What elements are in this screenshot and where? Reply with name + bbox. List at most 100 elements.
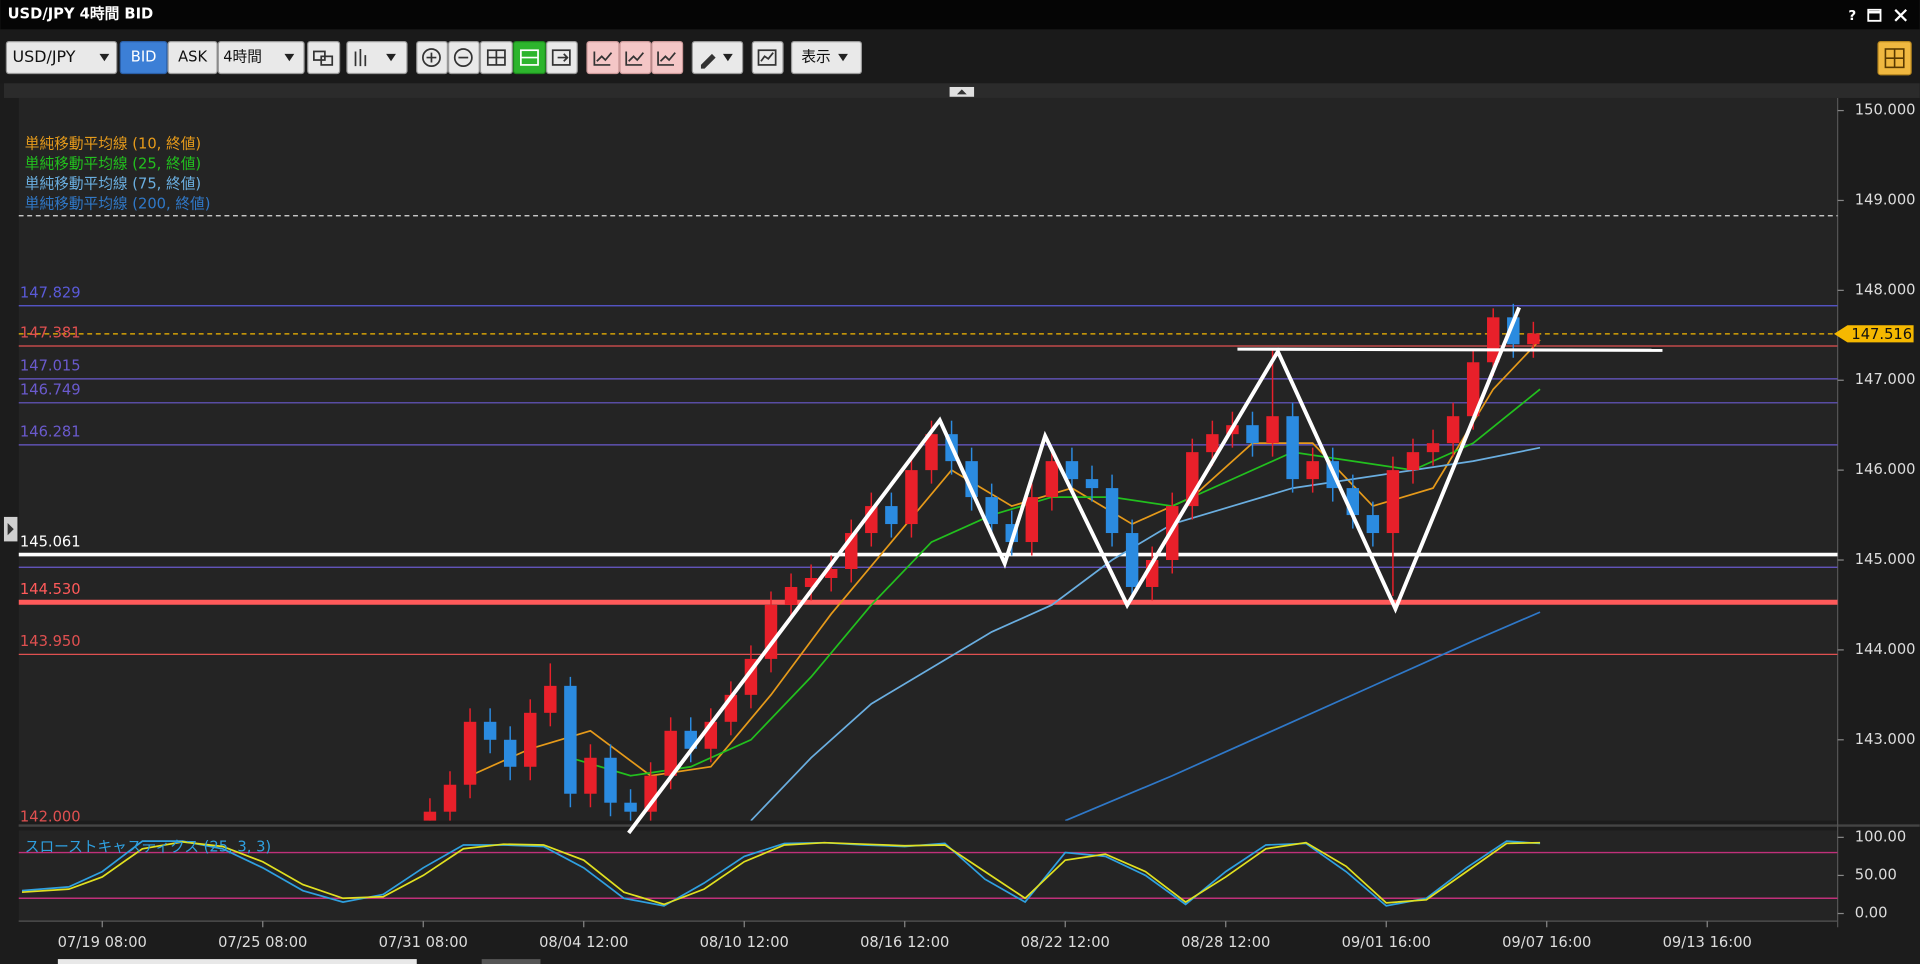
ask-label: ASK	[178, 49, 207, 66]
candle-body	[584, 757, 597, 794]
help-button[interactable]: ?	[1848, 8, 1856, 24]
export-button[interactable]	[545, 41, 578, 75]
link-button[interactable]	[307, 41, 341, 75]
oscillator-layer	[18, 840, 1838, 907]
candle-body	[1386, 470, 1400, 534]
level-label: 147.381	[20, 325, 81, 342]
candle-body	[463, 721, 477, 785]
display-label: 表示	[801, 49, 830, 66]
display-menu[interactable]: 表示	[790, 41, 863, 75]
draw-tool-button[interactable]	[691, 41, 744, 75]
x-tick-label: 07/25 08:00	[218, 934, 307, 951]
y-tick-label: 146.000	[1855, 461, 1916, 478]
moving-average-line	[1064, 611, 1541, 821]
maximize-button[interactable]	[1867, 8, 1882, 22]
y-tick-label: 149.000	[1855, 191, 1916, 208]
window-title: USD/JPY 4時間 BID	[8, 5, 154, 23]
oscillator-title: スローストキャスティクス (25, 3, 3)	[25, 839, 271, 856]
remove-indicator-button[interactable]	[651, 41, 684, 75]
level-label: 143.950	[20, 633, 81, 650]
timeframe-label: 4時間	[223, 49, 262, 66]
candle-body	[524, 712, 537, 767]
chart-type-button[interactable]	[346, 41, 408, 75]
candle-body	[544, 685, 557, 713]
x-tick-label: 09/07 16:00	[1502, 934, 1591, 951]
label-layer: 143.000 144.000 145.000 146.000 147.000 148.0…	[20, 102, 1916, 952]
y-tick-label: 144.000	[1855, 641, 1916, 658]
candle-body	[483, 721, 497, 740]
y-tick-label: 150.000	[1855, 102, 1916, 119]
candle-body	[1105, 488, 1119, 534]
oscillator-line	[21, 841, 1541, 906]
candle-body	[443, 784, 457, 812]
last-price-tag	[1833, 325, 1914, 343]
crosshair-button[interactable]	[479, 41, 513, 75]
y-tick-label: 143.000	[1855, 731, 1916, 748]
symbol-select[interactable]: USD/JPY	[5, 41, 118, 75]
add-indicator-button[interactable]	[586, 41, 620, 75]
candle-body	[1085, 479, 1099, 489]
x-tick-label: 07/31 08:00	[379, 934, 468, 951]
bid-label: BID	[131, 49, 157, 66]
bid-button[interactable]: BID	[119, 41, 168, 75]
candle-body	[564, 685, 577, 794]
candle-body	[1025, 497, 1039, 543]
candle-body	[1125, 533, 1139, 587]
candle-body	[1266, 416, 1279, 444]
collapse-button[interactable]	[949, 86, 975, 97]
legend-entry: 単純移動平均線 (200, 終値)	[25, 195, 211, 212]
scrollbar-range[interactable]	[481, 959, 541, 964]
level-label: 147.015	[20, 358, 81, 375]
zoom-out-button[interactable]	[447, 41, 480, 75]
candle-body	[1286, 416, 1299, 480]
level-label: 145.061	[20, 533, 81, 550]
level-label: 146.281	[20, 424, 81, 441]
candle-body	[604, 757, 617, 803]
x-tick-label: 08/28 12:00	[1181, 934, 1270, 951]
candle-body	[1426, 443, 1440, 453]
trend-drawing[interactable]	[627, 306, 1521, 835]
candle-body	[624, 802, 637, 812]
last-price-label: 147.516	[1851, 326, 1912, 343]
zoom-in-button[interactable]	[416, 41, 448, 75]
candle-body	[1206, 434, 1219, 453]
candle-body	[1065, 461, 1079, 480]
timeframe-select[interactable]: 4時間	[217, 41, 305, 75]
candle-body	[1446, 416, 1460, 444]
candle-body	[1466, 362, 1480, 417]
candle-body	[804, 577, 818, 587]
candle-body	[824, 569, 838, 578]
candle-body	[1406, 452, 1420, 471]
neckline-drawing[interactable]	[1237, 347, 1663, 352]
close-button[interactable]	[1894, 9, 1908, 22]
candle-body	[423, 811, 437, 821]
main-layer	[18, 215, 1838, 821]
candle-body	[784, 586, 798, 605]
screenshot-button[interactable]	[751, 41, 784, 75]
ask-button[interactable]: ASK	[167, 41, 218, 75]
level-label: 144.530	[20, 581, 81, 598]
candle-body	[905, 470, 918, 525]
candle-body	[664, 730, 677, 776]
y-tick-label: 145.000	[1855, 551, 1916, 568]
y-tick-label: 147.000	[1855, 371, 1916, 388]
layout-button[interactable]	[1877, 41, 1912, 76]
moving-average-line	[750, 446, 1541, 821]
edit-indicator-button[interactable]	[619, 41, 652, 75]
x-tick-label: 07/19 08:00	[58, 934, 147, 951]
side-panel-toggle[interactable]	[3, 516, 18, 542]
scrollbar-thumb[interactable]	[57, 959, 417, 964]
split-button[interactable]	[512, 41, 546, 75]
candle-body	[1527, 333, 1540, 345]
scrollbar-track	[0, 957, 1920, 964]
oscillator-tick-label: 100.00	[1855, 828, 1906, 845]
level-label: 147.829	[20, 284, 81, 301]
legend-entry: 単純移動平均線 (10, 終値)	[25, 136, 201, 153]
candle-body	[925, 434, 938, 471]
legend-entry: 単純移動平均線 (25, 終値)	[25, 156, 201, 173]
candle-body	[1045, 461, 1059, 498]
symbol-label: USD/JPY	[13, 47, 76, 66]
candle-body	[1246, 425, 1259, 444]
oscillator-tick-label: 50.00	[1855, 866, 1897, 883]
